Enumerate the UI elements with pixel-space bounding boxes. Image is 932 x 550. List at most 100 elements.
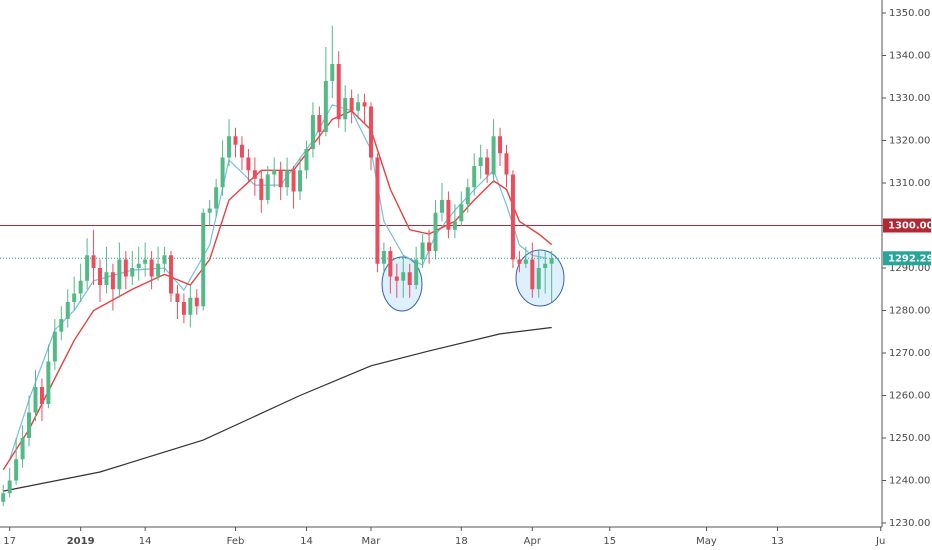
y-tick-label: 1350.00 (889, 8, 930, 19)
candle-body (381, 251, 386, 264)
x-tick-label: 14 (300, 536, 313, 547)
candle-body (149, 259, 154, 277)
candle-body (162, 255, 167, 264)
candle-body (52, 331, 57, 362)
candle-body (510, 174, 515, 260)
candle-body (227, 136, 232, 158)
x-tick-label: 15 (603, 536, 616, 547)
candle-body (46, 361, 51, 404)
candle-body (123, 259, 128, 277)
price-label: 1300.00 (888, 221, 932, 232)
candle-body (39, 387, 44, 404)
candle-body (523, 259, 528, 264)
candle-body (498, 136, 503, 154)
candle-body (233, 136, 238, 145)
candle-body (362, 102, 367, 107)
candle-body (104, 272, 109, 285)
candle-body (291, 170, 296, 192)
candle-body (465, 187, 470, 205)
candle-body (175, 293, 180, 302)
candle-body (304, 149, 309, 171)
candle-body (491, 136, 496, 175)
candle-body (130, 268, 135, 277)
y-tick-label: 1310.00 (889, 178, 930, 189)
candle-body (272, 170, 277, 175)
candle-body (246, 157, 251, 171)
x-tick-label: Apr (524, 536, 542, 547)
candle-body (459, 204, 464, 222)
candle-body (420, 242, 425, 260)
candle-body (472, 166, 477, 188)
candle-body (401, 272, 406, 281)
candle-body (136, 263, 141, 268)
candle-body (310, 115, 315, 149)
candle-body (388, 251, 393, 277)
y-tick-label: 1270.00 (889, 348, 930, 359)
x-tick-label: Ju (875, 536, 885, 547)
candle-body (317, 115, 322, 132)
candle-body (156, 263, 161, 277)
candle-body (298, 170, 303, 192)
candle-body (85, 255, 90, 281)
y-tick-label: 1250.00 (889, 433, 930, 444)
candle-body (414, 259, 419, 285)
candle-body (530, 259, 535, 290)
x-tick-label: May (696, 536, 717, 547)
candle-body (543, 263, 548, 268)
candle-body (265, 174, 270, 200)
candle-body (485, 157, 490, 175)
candle-body (452, 221, 457, 230)
candle-body (259, 178, 264, 200)
x-tick-label: 13 (771, 536, 784, 547)
candle-body (194, 297, 199, 307)
candle-body (117, 259, 122, 290)
x-tick-label: Mar (362, 536, 382, 547)
candle-body (407, 272, 412, 285)
candle-body (98, 268, 103, 285)
x-tick-label: 2019 (67, 536, 95, 547)
candle-body (439, 200, 444, 213)
candle-body (65, 302, 70, 319)
candle-body (168, 255, 173, 294)
candle-body (349, 98, 354, 111)
candle-body (27, 412, 32, 438)
candle-body (394, 276, 399, 281)
candle-body (252, 170, 257, 179)
x-tick-label: 18 (455, 536, 468, 547)
x-tick-label: 17 (3, 536, 16, 547)
candle-body (72, 293, 77, 302)
candle-body (1, 493, 6, 502)
candle-body (517, 259, 522, 264)
candle-body (278, 170, 283, 188)
candle-body (356, 102, 361, 111)
candle-body (336, 64, 341, 120)
candle-body (368, 106, 373, 158)
candle-body (478, 157, 483, 166)
candle-body (536, 268, 541, 290)
y-tick-label: 1340.00 (889, 51, 930, 62)
candle-body (14, 459, 19, 481)
y-tick-label: 1290.00 (889, 263, 930, 274)
candle-body (181, 302, 186, 315)
candle-body (110, 272, 115, 290)
candle-body (7, 480, 12, 494)
x-tick-label: Feb (227, 536, 245, 547)
y-tick-label: 1230.00 (889, 518, 930, 529)
price-label-box (883, 251, 931, 266)
moving-average-line (3, 326, 552, 492)
candle-body (330, 64, 335, 81)
y-tick-label: 1260.00 (889, 391, 930, 402)
candle-body (427, 242, 432, 251)
candle-body (504, 153, 509, 175)
candle-body (59, 319, 64, 332)
candle-body (201, 212, 206, 307)
y-tick-label: 1240.00 (889, 476, 930, 487)
candle-body (343, 98, 348, 120)
price-label-box (883, 218, 931, 233)
candle-body (375, 157, 380, 264)
y-tick-label: 1320.00 (889, 136, 930, 147)
candle-body (285, 170, 290, 188)
candle-body (446, 200, 451, 230)
